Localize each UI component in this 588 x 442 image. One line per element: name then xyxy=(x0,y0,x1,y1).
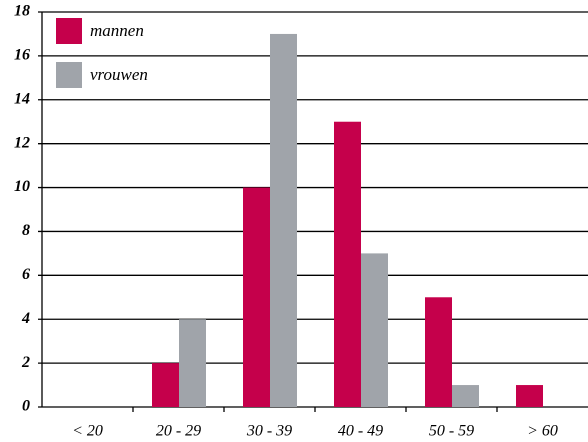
bar xyxy=(334,121,361,407)
y-tick-label: 18 xyxy=(14,3,30,20)
legend-swatch xyxy=(56,18,82,44)
x-tick-label: 40 - 49 xyxy=(338,423,383,440)
x-tick-label: 30 - 39 xyxy=(246,423,292,440)
y-tick-label: 2 xyxy=(21,354,30,371)
x-tick-label: < 20 xyxy=(72,423,103,440)
bar xyxy=(152,363,179,407)
bar xyxy=(270,33,297,407)
legend-label: vrouwen xyxy=(90,65,148,84)
x-tick-label: 20 - 29 xyxy=(156,423,201,440)
bar xyxy=(243,187,270,407)
bar xyxy=(179,319,206,407)
x-tick-label: 50 - 59 xyxy=(429,423,474,440)
y-tick-label: 14 xyxy=(14,90,30,107)
bar xyxy=(516,385,543,407)
y-tick-label: 12 xyxy=(14,134,30,151)
bar xyxy=(425,297,452,407)
bar xyxy=(452,385,479,407)
bar xyxy=(361,253,388,407)
y-tick-label: 10 xyxy=(14,178,30,195)
legend-swatch xyxy=(56,62,82,88)
y-tick-label: 6 xyxy=(22,266,30,283)
legend-label: mannen xyxy=(90,21,144,40)
y-tick-label: 0 xyxy=(22,398,30,415)
y-tick-label: 4 xyxy=(21,310,30,327)
y-tick-label: 16 xyxy=(14,47,30,64)
x-tick-label: > 60 xyxy=(527,423,558,440)
y-tick-label: 8 xyxy=(22,222,30,239)
